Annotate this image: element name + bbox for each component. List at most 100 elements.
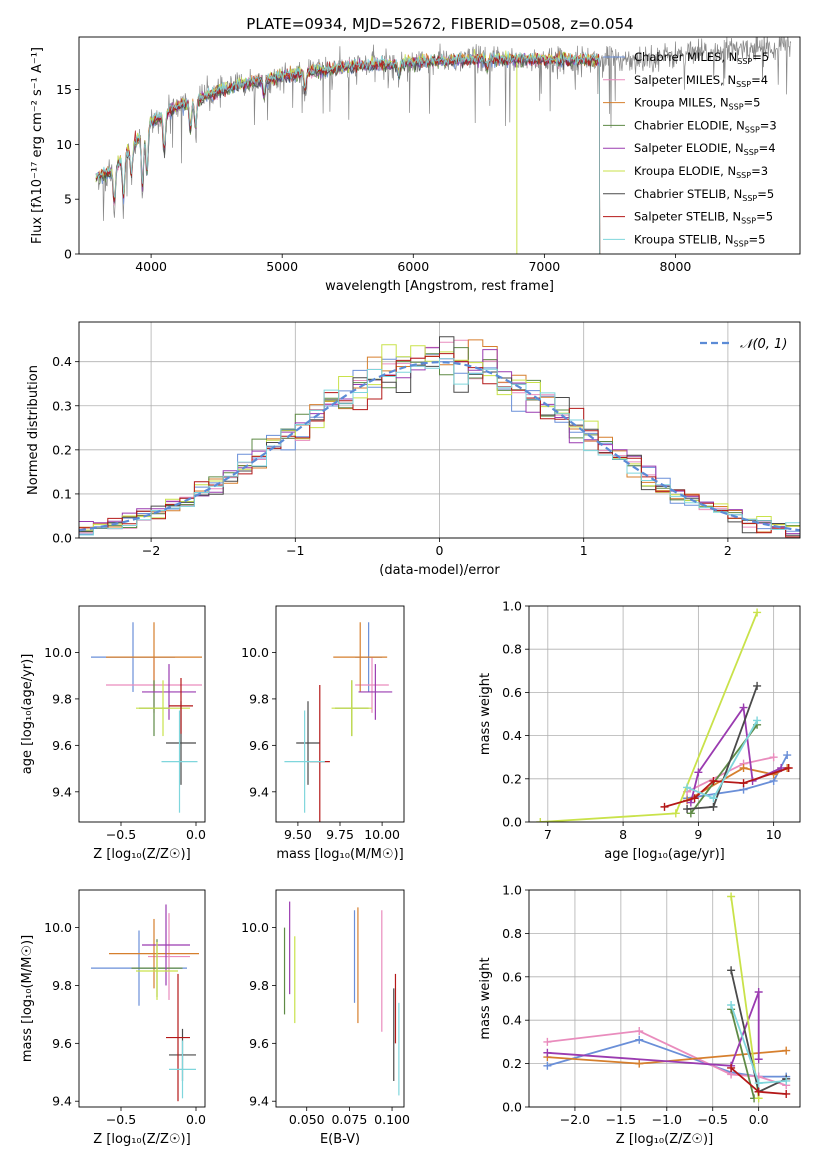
spectrum-model-kroupa-elodie xyxy=(95,48,601,254)
weight-vs-Z-series-salpeter-elodie-marker xyxy=(543,1048,552,1057)
weight-vs-age-series-salpeter-elodie-marker xyxy=(694,768,703,777)
weight-vs-age-series-kroupa-elodie-line xyxy=(540,612,758,822)
spectrum-model-kroupa-stelib xyxy=(95,51,601,254)
mass-vs-Z-xlabel: Z [log₁₀(Z/Z☉)] xyxy=(93,1132,190,1147)
spectrum-model-salpeter-stelib xyxy=(95,52,601,254)
weight-vs-Z-ytick-label: 0.6 xyxy=(502,969,522,984)
residuals-xtick-label: 1 xyxy=(580,543,588,558)
spectrum-legend-label: Chabrier STELIB, NSSP=5 xyxy=(634,187,774,203)
age-vs-Z-ylabel: age [log₁₀(age/yr)] xyxy=(20,654,35,775)
spectrum-plot-area xyxy=(95,37,792,254)
weight-vs-Z-series-chabrier-miles-marker xyxy=(635,1035,644,1044)
mass-vs-Z-ytick-label: 9.4 xyxy=(52,1094,72,1109)
weight-vs-age-series-salpeter-stelib-marker xyxy=(709,776,718,785)
mass-vs-Z-xtick-label: −0.5 xyxy=(106,1112,136,1127)
spectrum-ytick-label: 5 xyxy=(64,192,72,207)
age-vs-mass-xtick-label: 9.75 xyxy=(326,827,354,842)
spectrum-ytick-label: 10 xyxy=(56,137,72,152)
weight-vs-Z-ytick-label: 1.0 xyxy=(502,883,522,898)
mass-vs-ebv-xtick-label: 0.050 xyxy=(289,1112,325,1127)
weight-vs-Z-series-salpeter-elodie-marker xyxy=(754,987,763,996)
residuals-plot-area xyxy=(79,336,800,538)
spectrum-xtick-label: 8000 xyxy=(660,259,692,274)
age-vs-mass-frame xyxy=(275,605,405,823)
weight-vs-age-series-kroupa-miles-marker xyxy=(739,764,748,772)
weight-vs-age-xtick-label: 9 xyxy=(694,827,702,842)
weight-vs-Z-xtick-label: −2.0 xyxy=(560,1112,590,1127)
age-vs-Z-xlabel: Z [log₁₀(Z/Z☉)] xyxy=(93,847,190,862)
weight-vs-Z-series-chabrier-stelib-marker xyxy=(727,966,736,975)
weight-vs-Z-ytick-label: 0.0 xyxy=(502,1100,522,1115)
weight-vs-age-series-chabrier-stelib-line xyxy=(687,685,758,810)
residuals-legend-label: 𝒩(0, 1) xyxy=(740,337,787,352)
weight-vs-age-series-chabrier-elodie-marker xyxy=(686,809,695,818)
weight-vs-age-series-chabrier-stelib-marker xyxy=(753,681,762,690)
weight-vs-age-ytick-label: 0.2 xyxy=(502,771,522,786)
spectrum-model-chabrier-miles xyxy=(95,53,601,254)
residuals-ytick-label: 0.1 xyxy=(52,486,72,501)
weight-vs-Z-xtick-label: −1.5 xyxy=(606,1112,636,1127)
spectrum-xtick-label: 7000 xyxy=(528,259,560,274)
mass-vs-Z-ytick-label: 9.6 xyxy=(52,1036,72,1051)
residuals-xtick-label: −1 xyxy=(286,543,304,558)
residuals-hist-salpeter-stelib xyxy=(79,353,800,538)
spectrum-ylabel: Flux [fλ10⁻¹⁷ erg cm⁻² s⁻¹ A⁻¹] xyxy=(30,47,45,244)
spectrum-ytick-label: 0 xyxy=(64,247,72,262)
age-vs-mass-ytick-label: 9.4 xyxy=(249,784,269,799)
mass-vs-ebv-ytick-label: 9.6 xyxy=(249,1036,269,1051)
weight-vs-Z-xlabel: Z [log₁₀(Z/Z☉)] xyxy=(616,1132,713,1147)
spectrum-model-chabrier-stelib xyxy=(95,54,601,254)
spectrum-xtick-label: 6000 xyxy=(397,259,429,274)
residuals-xtick-label: 0 xyxy=(436,543,444,558)
age-vs-Z-xtick-label: 0.0 xyxy=(186,827,206,842)
weight-vs-age-series-kroupa-elodie-marker xyxy=(671,809,680,818)
residuals-ytick-label: 0.3 xyxy=(52,398,72,413)
mass-vs-Z-ylabel: mass [log₁₀(M/M☉)] xyxy=(20,935,35,1062)
mass-vs-ebv-xlabel: E(B-V) xyxy=(320,1132,360,1147)
weight-vs-Z-series-kroupa-miles-marker xyxy=(635,1059,644,1068)
age-vs-Z-xtick-label: −0.5 xyxy=(106,827,136,842)
mass-vs-ebv-ytick-label: 10.0 xyxy=(241,920,269,935)
weight-vs-age-series-kroupa-stelib-marker xyxy=(709,794,718,803)
weight-vs-Z-series-salpeter-stelib-marker xyxy=(782,1089,791,1098)
weight-vs-age-series-chabrier-stelib-marker xyxy=(683,805,692,814)
spectrum-legend-label: Kroupa STELIB, NSSP=5 xyxy=(634,232,765,248)
age-vs-mass-ytick-label: 9.8 xyxy=(249,691,269,706)
weight-vs-Z-series-salpeter-miles-marker xyxy=(635,1027,644,1036)
weight-vs-age-xlabel: age [log₁₀(age/yr)] xyxy=(604,847,725,862)
age-vs-mass-ytick-label: 9.6 xyxy=(249,738,269,753)
weight-vs-age-ytick-label: 1.0 xyxy=(502,599,522,614)
weight-vs-age-plot-area xyxy=(536,608,793,822)
weight-vs-Z-ylabel: mass weight xyxy=(478,957,493,1039)
weight-vs-age-series-salpeter-stelib-marker xyxy=(739,779,748,788)
spectrum-legend-label: Salpeter MILES, NSSP=4 xyxy=(634,73,768,89)
weight-vs-Z-series-salpeter-miles-marker xyxy=(543,1037,552,1046)
mass-vs-ebv-frame xyxy=(275,889,405,1108)
weight-vs-age-ytick-label: 0.4 xyxy=(502,728,522,743)
weight-vs-Z-xtick-label: −0.5 xyxy=(698,1112,728,1127)
residuals-ytick-label: 0.4 xyxy=(52,354,72,369)
weight-vs-Z-series-salpeter-elodie-line xyxy=(547,991,760,1067)
residuals-frame xyxy=(78,321,801,539)
mass-vs-ebv-ytick-label: 9.8 xyxy=(249,978,269,993)
weight-vs-age-xtick-label: 7 xyxy=(544,827,552,842)
spectrum-title: PLATE=0934, MJD=52672, FIBERID=0508, z=0… xyxy=(246,15,633,33)
weight-vs-age-series-kroupa-stelib-marker xyxy=(753,716,762,725)
spectrum-model-salpeter-elodie xyxy=(95,52,601,254)
weight-vs-Z-series-kroupa-stelib-marker xyxy=(727,1001,736,1010)
weight-vs-age-ylabel: mass weight xyxy=(478,673,493,755)
spectrum-model-kroupa-miles xyxy=(95,51,601,254)
weight-vs-age-series-kroupa-elodie-marker xyxy=(753,608,762,617)
weight-vs-age-series-salpeter-miles-marker xyxy=(769,753,778,762)
age-vs-Z-frame xyxy=(78,605,206,823)
weight-vs-age-ytick-label: 0.6 xyxy=(502,685,522,700)
age-vs-Z-ytick-label: 9.6 xyxy=(52,738,72,753)
weight-vs-Z-xtick-label: 0.0 xyxy=(749,1112,769,1127)
weight-vs-Z-series-salpeter-elodie-marker xyxy=(754,1055,763,1064)
weight-vs-age-series-salpeter-stelib-marker xyxy=(784,764,793,772)
mass-vs-Z-xtick-label: 0.0 xyxy=(186,1112,206,1127)
weight-vs-age-series-chabrier-miles-marker xyxy=(783,751,792,760)
weight-vs-Z-ytick-label: 0.2 xyxy=(502,1056,522,1071)
spectrum-legend-label: Salpeter ELODIE, NSSP=4 xyxy=(634,141,776,157)
spectrum-frame xyxy=(78,36,801,255)
